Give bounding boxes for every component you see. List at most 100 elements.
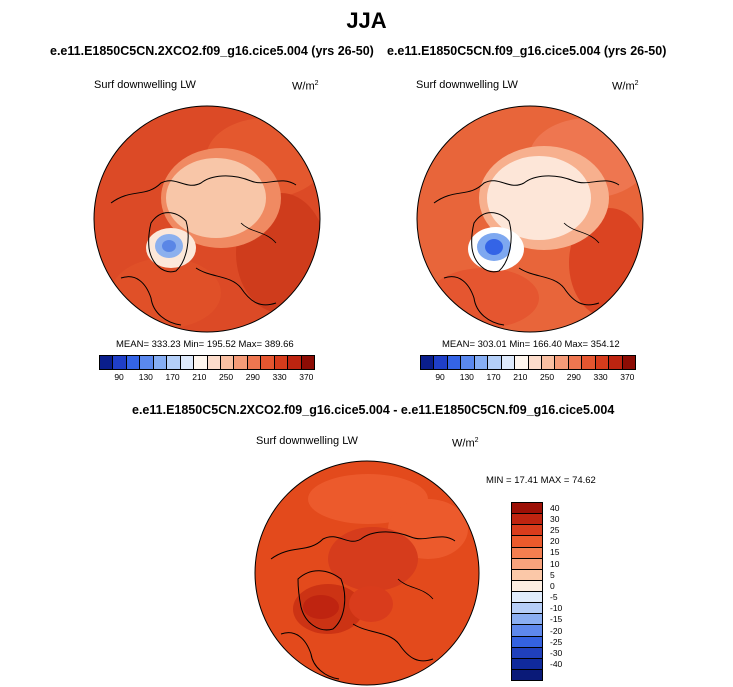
diff-panel-polar-map (254, 460, 480, 686)
panel-2-colorbar (420, 355, 636, 370)
colorbar-swatch (541, 356, 556, 369)
panel-1-colorbar-ticks: 90 130 170 210 250 290 330 370 (99, 372, 313, 384)
colorbar-swatch (515, 356, 529, 369)
panel-2-colorbar-ticks: 90 130 170 210 250 290 330 370 (420, 372, 634, 384)
colorbar-swatch (512, 636, 542, 648)
colorbar-swatch (113, 356, 127, 369)
colorbar-tick-label: 20 (550, 536, 560, 547)
colorbar-swatch (582, 356, 596, 369)
colorbar-tick-label: 25 (550, 524, 560, 535)
colorbar-swatch (512, 603, 542, 615)
colorbar-tick-label: 170 (165, 372, 180, 382)
colorbar-swatch (512, 547, 542, 559)
colorbar-swatch (207, 356, 221, 369)
colorbar-swatch (512, 592, 542, 604)
colorbar-swatch (512, 647, 542, 659)
colorbar-swatch (609, 356, 623, 369)
colorbar-tick-label: -30 (550, 648, 563, 659)
colorbar-swatch (595, 356, 610, 369)
colorbar-tick-label: 5 (550, 569, 555, 580)
colorbar-tick-label: 250 (539, 372, 555, 382)
panel-1-subtitle: e.e11.E1850C5CN.2XCO2.f09_g16.cice5.004 … (50, 44, 374, 58)
colorbar-swatch (512, 580, 542, 592)
colorbar-swatch (512, 536, 542, 548)
colorbar-tick-label: 130 (459, 372, 474, 382)
colorbar-swatch (555, 356, 569, 369)
panel-2-polar-map (416, 105, 644, 333)
colorbar-swatch (488, 356, 502, 369)
colorbar-swatch (474, 356, 489, 369)
panel-2-variable-label: Surf downwelling LW (416, 79, 518, 91)
colorbar-swatch (512, 558, 542, 570)
colorbar-swatch (512, 569, 542, 581)
colorbar-swatch (153, 356, 168, 369)
colorbar-tick-label: 330 (593, 372, 608, 382)
colorbar-swatch (512, 503, 542, 515)
panel-2-arctic-ocean-field (487, 156, 591, 240)
colorbar-swatch (421, 356, 435, 369)
colorbar-swatch (461, 356, 475, 369)
colorbar-tick-label: 170 (486, 372, 501, 382)
colorbar-tick-label: 210 (192, 372, 207, 382)
colorbar-tick-label: -10 (550, 603, 563, 614)
diff-panel-stats: MIN = 17.41 MAX = 74.62 (486, 475, 596, 486)
colorbar-swatch (261, 356, 275, 369)
colorbar-tick-label: 370 (299, 372, 314, 382)
colorbar-tick-label: -25 (550, 636, 563, 647)
colorbar-swatch (528, 356, 542, 369)
colorbar-swatch (512, 658, 542, 670)
panel-1-variable-label: Surf downwelling LW (94, 79, 196, 91)
colorbar-swatch (288, 356, 302, 369)
colorbar-swatch (301, 356, 314, 369)
colorbar-tick-label: 330 (272, 372, 287, 382)
colorbar-tick-label: 290 (566, 372, 581, 382)
colorbar-swatch (501, 356, 516, 369)
colorbar-tick-label: 30 (550, 513, 560, 524)
colorbar-swatch (234, 356, 248, 369)
colorbar-swatch (512, 514, 542, 526)
colorbar-swatch (247, 356, 262, 369)
colorbar-swatch (167, 356, 181, 369)
colorbar-swatch (220, 356, 235, 369)
colorbar-tick-label: -20 (550, 625, 563, 636)
colorbar-tick-label: 370 (620, 372, 635, 382)
figure-title: JJA (346, 8, 387, 33)
colorbar-swatch (512, 525, 542, 537)
diff-colorbar (511, 502, 543, 681)
colorbar-tick-label: 90 (435, 372, 445, 382)
colorbar-swatch (512, 625, 542, 637)
colorbar-tick-label: 15 (550, 547, 560, 558)
colorbar-tick-label: 130 (138, 372, 153, 382)
panel-1-arctic-ocean-field (166, 158, 266, 238)
panel-1-stats: MEAN= 333.23 Min= 195.52 Max= 389.66 (116, 339, 294, 350)
colorbar-swatch (126, 356, 141, 369)
colorbar-swatch (447, 356, 462, 369)
colorbar-swatch (512, 614, 542, 626)
colorbar-tick-label: 10 (550, 558, 560, 569)
panel-2-units: W/m2 (612, 80, 639, 93)
colorbar-swatch (512, 669, 542, 680)
colorbar-swatch (180, 356, 195, 369)
diff-colorbar-ticks: 40 30 25 20 15 10 5 0 -5 -10 -15 -20 -25 -30 -40 (550, 502, 580, 681)
panel-2-subtitle: e.e11.E1850C5CN.f09_g16.cice5.004 (yrs 2… (387, 44, 667, 58)
panel-1-units: W/m2 (292, 80, 319, 93)
colorbar-tick-label: -40 (550, 659, 563, 670)
colorbar-swatch (622, 356, 635, 369)
panel-2-stats: MEAN= 303.01 Min= 166.40 Max= 354.12 (442, 339, 620, 350)
colorbar-tick-label: -15 (550, 614, 563, 625)
colorbar-tick-label: 0 (550, 580, 555, 591)
colorbar-tick-label: 290 (245, 372, 260, 382)
colorbar-swatch (100, 356, 114, 369)
diff-panel-units: W/m2 (452, 437, 479, 450)
colorbar-swatch (140, 356, 154, 369)
colorbar-tick-label: -5 (550, 592, 558, 603)
colorbar-swatch (274, 356, 289, 369)
colorbar-swatch (194, 356, 208, 369)
panel-1-colorbar (99, 355, 315, 370)
colorbar-swatch (568, 356, 583, 369)
colorbar-tick-label: 90 (114, 372, 124, 382)
diff-panel-subtitle: e.e11.E1850C5CN.2XCO2.f09_g16.cice5.004 … (132, 403, 615, 417)
colorbar-swatch (434, 356, 448, 369)
panel-1-polar-map (93, 105, 321, 333)
colorbar-tick-label: 210 (513, 372, 528, 382)
